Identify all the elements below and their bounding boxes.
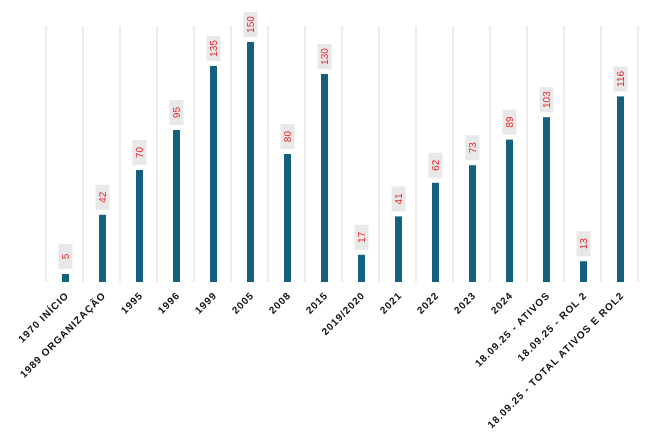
x-tick-label: 18.09.25 - TOTAL ATIVOS E ROL2 [486, 290, 627, 431]
data-label: 80 [283, 131, 294, 143]
data-label: 116 [616, 70, 627, 86]
data-label: 41 [394, 193, 405, 205]
bar[interactable] [432, 182, 439, 282]
data-label: 70 [135, 147, 146, 159]
data-label: 5 [61, 253, 72, 259]
x-tick-label: 1999 [193, 290, 219, 316]
data-label: 135 [209, 40, 220, 57]
x-tick-label: 18.09.25 - ATIVOS [473, 290, 552, 369]
x-tick-label: 1995 [119, 290, 145, 316]
data-label: 62 [431, 159, 442, 171]
data-label-bg [539, 87, 554, 113]
data-label-bg [132, 140, 147, 165]
data-label-bg [206, 36, 221, 61]
x-tick-label: 2023 [452, 290, 478, 316]
data-label: 130 [320, 48, 331, 65]
x-tick-label: 18.09.25 - ROL 2 [516, 290, 590, 364]
bar[interactable] [247, 42, 254, 282]
data-label: 17 [357, 231, 368, 243]
bar[interactable] [506, 139, 513, 282]
data-label: 13 [579, 238, 590, 250]
bar[interactable] [62, 274, 69, 282]
x-tick-label: 1996 [156, 290, 182, 316]
data-label-bg [502, 109, 517, 135]
bar[interactable] [358, 254, 365, 282]
bar[interactable] [136, 170, 143, 282]
bar[interactable] [543, 117, 550, 282]
x-tick-label: 2024 [489, 290, 515, 316]
data-label: 150 [246, 16, 257, 33]
data-label-bg [95, 184, 110, 210]
data-label: 73 [468, 142, 479, 154]
x-tick-label: 2005 [230, 290, 256, 316]
x-tick-label: 2008 [267, 290, 293, 316]
bar[interactable] [395, 216, 402, 282]
bar[interactable] [617, 96, 624, 283]
x-tick-label: 2021 [378, 290, 404, 316]
data-label-bg [317, 44, 332, 69]
data-label-bg [354, 224, 369, 250]
bar[interactable] [321, 74, 328, 282]
bar[interactable] [210, 66, 217, 282]
bar[interactable] [99, 214, 106, 282]
data-label-bg [243, 12, 258, 37]
bar[interactable] [580, 261, 587, 282]
data-label-bg [428, 152, 443, 178]
data-label: 89 [505, 116, 516, 128]
bar[interactable] [173, 130, 180, 282]
data-label-bg [465, 135, 480, 161]
data-label: 95 [172, 107, 183, 119]
bar[interactable] [469, 165, 476, 282]
data-label-bg [613, 66, 628, 92]
data-label-bg [391, 186, 406, 212]
data-label-bg [576, 231, 591, 257]
x-tick-label: 2015 [304, 290, 330, 316]
data-label: 103 [542, 91, 553, 108]
bar[interactable] [284, 154, 291, 282]
data-label: 42 [98, 191, 109, 203]
data-label-bg [58, 244, 73, 269]
data-label-bg [280, 124, 295, 149]
data-label-bg [169, 100, 184, 125]
x-tick-label: 2022 [415, 290, 441, 316]
